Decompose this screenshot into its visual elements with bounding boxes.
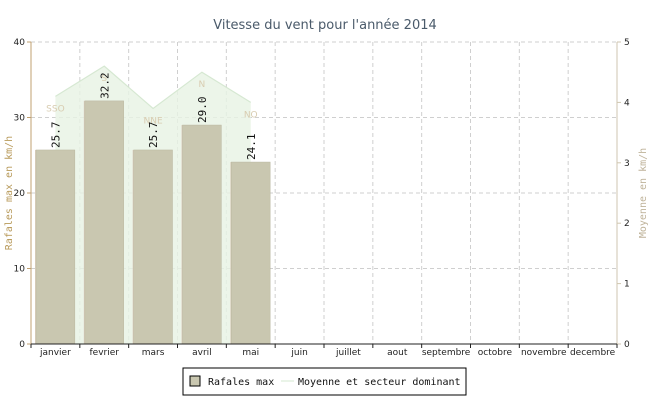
legend-label-moyenne: Moyenne et secteur dominant: [298, 377, 461, 388]
axes-layer: [27, 41, 621, 348]
x-tick-label: janvier: [39, 348, 71, 358]
sector-label: S: [101, 74, 107, 84]
bars-layer: [35, 100, 271, 345]
data-label: 25.7: [49, 121, 62, 148]
y-left-tick-label: 40: [14, 38, 26, 48]
legend-label-rafales: Rafales max: [208, 377, 274, 388]
y-left-tick-label: 10: [14, 265, 26, 275]
x-tick-label: fevrier: [90, 348, 120, 358]
data-label: 32.2: [98, 72, 111, 99]
sector-label: NO: [244, 110, 258, 120]
y-left-tick-label: 0: [19, 340, 25, 350]
labels-layer: SSO S NNE N NO 25.7 32.2 25.7 29.0 24.1 0 10 20 30 40 0…: [14, 38, 630, 358]
bar-rafales: [182, 124, 222, 345]
x-tick-label: decembre: [570, 348, 616, 358]
sector-label: N: [199, 80, 206, 90]
legend-swatch-rafales: [189, 375, 201, 387]
x-tick-label: aout: [387, 348, 408, 358]
y-right-tick-label: 3: [624, 159, 630, 169]
legend: Rafales max Moyenne et secteur dominant: [182, 367, 467, 396]
x-tick-label: mai: [242, 348, 259, 358]
y-left-tick-label: 20: [14, 189, 26, 199]
sector-label: NNE: [144, 116, 163, 126]
bar-rafales: [35, 149, 76, 345]
average-line: [55, 65, 252, 110]
bar-rafales: [133, 149, 173, 345]
x-tick-label: juillet: [335, 348, 361, 358]
data-label: 25.7: [147, 121, 160, 148]
bar-rafales: [231, 161, 271, 345]
y-axis-right-label: Moyenne en km/h: [638, 148, 649, 238]
sector-label: SSO: [46, 104, 65, 114]
y-right-tick-label: 2: [624, 219, 630, 229]
bar-rafales: [84, 100, 124, 345]
data-label: 29.0: [196, 97, 209, 124]
y-right-tick-label: 0: [624, 340, 630, 350]
data-label: 24.1: [245, 134, 258, 161]
x-tick-label: mars: [142, 348, 165, 358]
y-left-tick-label: 30: [14, 114, 26, 124]
legend-box: [182, 367, 467, 396]
x-tick-label: octobre: [478, 348, 513, 358]
y-axis-left-label: Rafales max en km/h: [4, 136, 15, 250]
x-tick-label: septembre: [422, 348, 471, 358]
chart-title: Vitesse du vent pour l'année 2014: [213, 18, 437, 33]
x-tick-label: juin: [290, 348, 307, 358]
y-right-tick-label: 5: [624, 38, 630, 48]
x-tick-label: avril: [192, 348, 212, 358]
x-tick-label: novembre: [521, 348, 567, 358]
y-right-tick-label: 1: [624, 280, 630, 290]
y-right-tick-label: 4: [624, 98, 630, 108]
